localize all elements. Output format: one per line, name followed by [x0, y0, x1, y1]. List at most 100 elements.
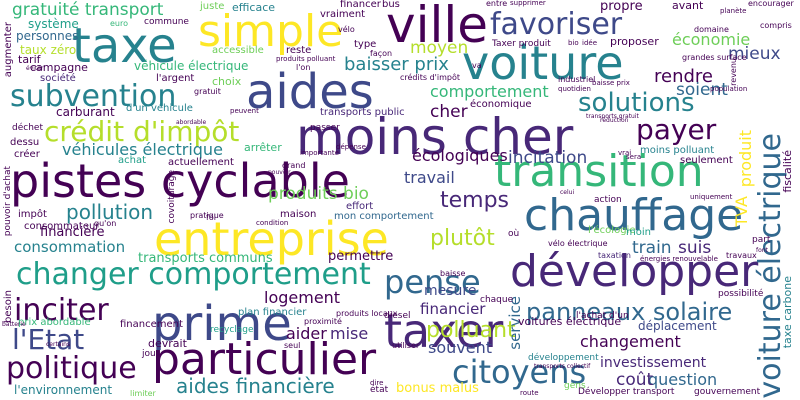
word-seulement: seulement	[680, 155, 733, 166]
word-euro: euro	[110, 19, 128, 28]
word-choix: choix	[212, 75, 242, 88]
word-baisse-prix: baisse prix	[592, 79, 630, 87]
word-consommation: consommation	[14, 238, 126, 256]
word-financiere: financière	[40, 225, 105, 240]
word-planete: planète	[720, 7, 747, 15]
word-jour: jour	[142, 349, 160, 359]
word-lon: l'on	[296, 63, 311, 72]
word-gens: gens	[564, 381, 586, 391]
word-comportement: comportement	[430, 82, 549, 101]
word-simple: simple	[198, 6, 344, 57]
word-souvent: souvent	[428, 338, 492, 357]
word-produits-locaux: produits locaux	[336, 309, 398, 318]
word-facon: façon	[370, 49, 393, 58]
word-foi: foi	[206, 213, 216, 222]
word-utiliser: utiliser	[392, 341, 420, 350]
word-achat: achat	[118, 155, 147, 166]
word-vehicules-electrique: véhicules électrique	[62, 140, 223, 159]
word-tva: TVA	[732, 196, 751, 227]
word-domaine: domaine	[694, 25, 729, 34]
word-letat: l'Etat	[12, 323, 85, 356]
word-part: part	[752, 235, 771, 245]
word-avant: avant	[672, 0, 704, 12]
word-velo: vélo	[338, 25, 355, 34]
word-rendre: rendre	[654, 66, 713, 87]
word-juste: juste	[200, 1, 225, 12]
word-prime: prime	[152, 296, 292, 352]
word-dechet: déchet	[12, 123, 43, 133]
word-mon-comportement: mon comportement	[334, 211, 434, 222]
word-inciter: inciter	[14, 293, 109, 328]
word-systeme: système	[28, 17, 79, 31]
word-taxe: taxe	[72, 18, 177, 74]
word-creer: créer	[14, 149, 40, 160]
word-depense: dépense	[336, 143, 366, 151]
word-grandes-surface: grandes surface	[682, 53, 747, 62]
word-abordable: abordable	[176, 119, 207, 126]
word-particulier: particulier	[152, 334, 377, 385]
word-entreprise: entreprise	[154, 212, 389, 266]
word-population: population	[710, 85, 748, 93]
word-citoyens: citoyens	[452, 353, 587, 391]
word-certains: certains	[46, 341, 71, 348]
word-financement: financement	[120, 319, 183, 330]
word-baisser-prix: baisser prix	[344, 54, 449, 75]
word-payer: payer	[636, 113, 717, 146]
word-pratique: pratique	[190, 211, 224, 220]
word-idee: idée	[582, 39, 598, 47]
word-logement: logement	[264, 288, 341, 307]
word-commune: commune	[144, 17, 189, 27]
word-seul: seul	[284, 341, 301, 350]
word-condition: condition	[256, 219, 289, 227]
word-subvention: subvention	[10, 79, 177, 114]
word-pouvoir: pouvoir	[268, 169, 291, 176]
word-velo-electrique: vélo électrique	[548, 239, 608, 248]
word-lachat-dun: l'achat d'un	[576, 311, 629, 321]
word-produits-polluant: produits polluant	[276, 55, 336, 63]
word-train: train	[632, 238, 672, 258]
word-travail: travail	[404, 168, 455, 187]
word-taxer-produit: Taxer produit	[492, 39, 551, 49]
word-incitation: incitation	[508, 148, 588, 168]
word-industriel: industriel	[558, 75, 596, 84]
word-cher: cher	[430, 102, 468, 122]
word-effort: effort	[346, 201, 374, 212]
word-economie: économie	[672, 30, 751, 49]
word-voitures-electrique: voitures électrique	[518, 315, 622, 328]
word-largent: l'argent	[156, 73, 195, 84]
word-accessible: accessible	[212, 45, 264, 56]
word-moin: moin	[626, 227, 651, 238]
word-dun-vehicule: d'un véhicule	[126, 103, 193, 114]
word-gratuit: gratuit	[194, 87, 221, 96]
word-developpement: développement	[528, 353, 599, 363]
word-pouvoir-dachat: pouvoir d'achat	[3, 166, 13, 237]
word-baisse: baisse	[440, 269, 466, 278]
word-carburant: carburant	[56, 105, 115, 119]
word-revenu: revenu	[729, 58, 738, 86]
word-quotidien: quotidien	[558, 85, 591, 93]
word-limiter: limiter	[130, 389, 156, 398]
word-importante: importante	[300, 149, 339, 157]
word-taxe-carbone: taxe carbone	[781, 276, 794, 349]
word-mise: mise	[330, 324, 369, 343]
word-plutot: plutôt	[430, 226, 495, 251]
word-lenvironnement: l'environnement	[14, 383, 113, 397]
word-sera: sera	[626, 153, 642, 161]
word-voiture: voiture	[462, 36, 624, 90]
word-etat: état	[370, 385, 389, 395]
word-politique: politique	[6, 351, 137, 386]
word-moins-cher: moins cher	[296, 108, 574, 166]
word-ecologiques: écologiques	[412, 146, 508, 165]
word-bus: bus	[382, 0, 400, 10]
word-vrai: vrai	[618, 149, 632, 157]
word-efficace: efficace	[232, 1, 276, 14]
word-transports-public: transports public	[320, 107, 405, 118]
word-font: font	[756, 247, 768, 254]
word-grand: grand	[282, 161, 306, 170]
word-transports-gratuit: transports gratuit	[586, 113, 639, 120]
word-financier: financier	[420, 300, 486, 318]
word-changer-comportement: changer comportement	[16, 257, 371, 292]
word-tarif: tarif	[18, 53, 41, 66]
word-possibilite: possibilité	[718, 289, 764, 299]
word-entre: entre	[486, 0, 508, 8]
